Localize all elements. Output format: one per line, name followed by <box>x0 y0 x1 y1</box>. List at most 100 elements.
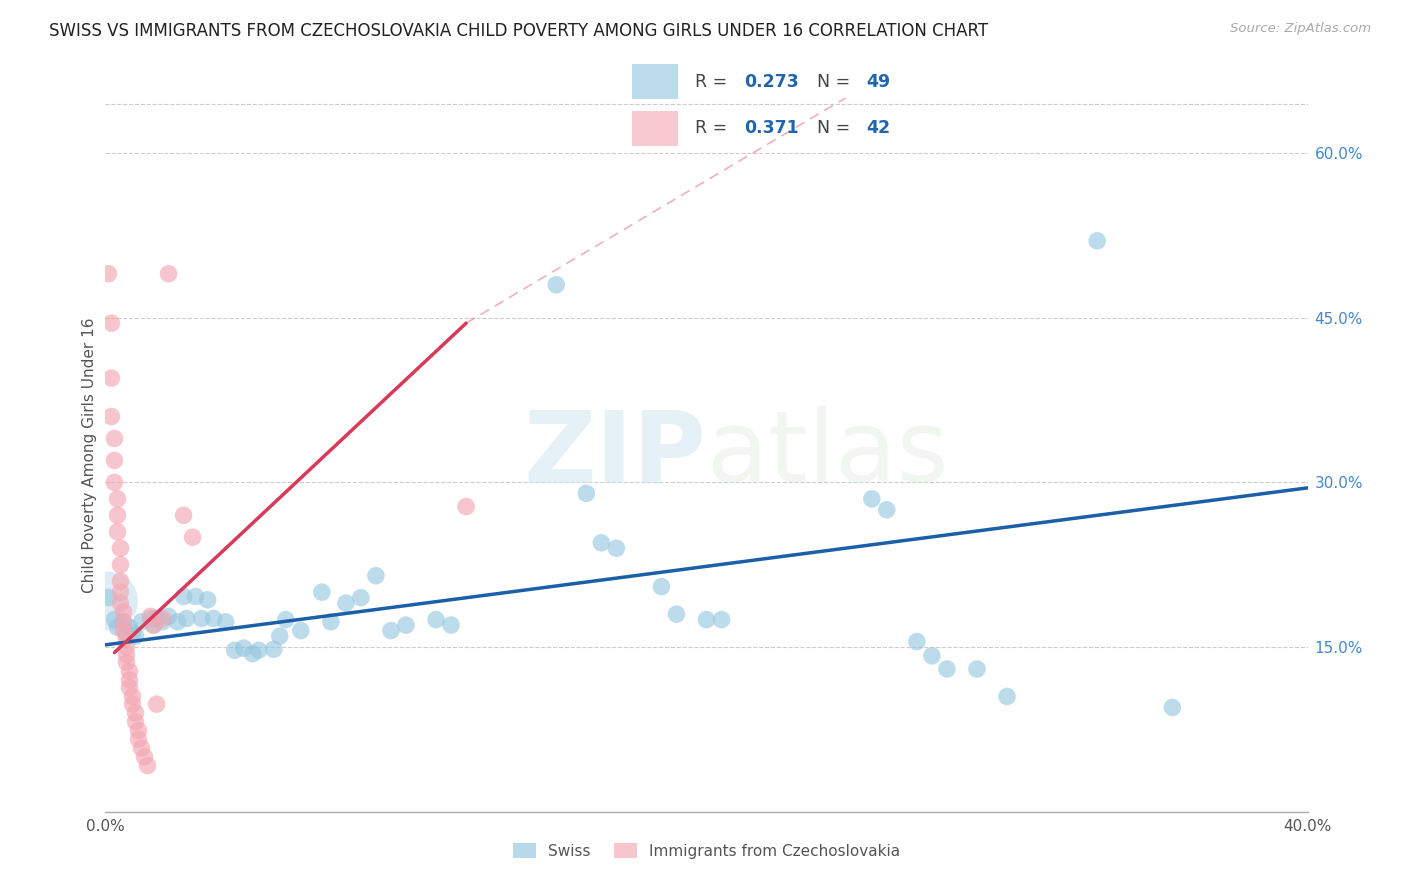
Text: 0.273: 0.273 <box>744 73 799 91</box>
Text: SWISS VS IMMIGRANTS FROM CZECHOSLOVAKIA CHILD POVERTY AMONG GIRLS UNDER 16 CORRE: SWISS VS IMMIGRANTS FROM CZECHOSLOVAKIA … <box>49 22 988 40</box>
Point <box>311 585 333 599</box>
Point <box>112 605 135 619</box>
Point <box>696 613 718 627</box>
Point <box>128 723 150 738</box>
Y-axis label: Child Poverty Among Girls Under 16: Child Poverty Among Girls Under 16 <box>82 318 97 592</box>
Point <box>380 624 402 638</box>
Point <box>97 591 120 605</box>
Point <box>112 615 135 629</box>
Point <box>115 627 138 641</box>
Point <box>100 409 122 424</box>
FancyBboxPatch shape <box>631 111 678 145</box>
Point <box>107 524 129 539</box>
Text: 42: 42 <box>866 119 890 136</box>
Point <box>966 662 988 676</box>
Point <box>319 615 342 629</box>
Point <box>665 607 688 621</box>
Point <box>454 500 477 514</box>
Point <box>290 624 312 638</box>
Point <box>173 508 195 523</box>
Text: N =: N = <box>817 119 856 136</box>
Point <box>110 585 132 599</box>
Point <box>118 620 141 634</box>
Point <box>118 681 141 695</box>
Point <box>232 641 254 656</box>
Point <box>184 590 207 604</box>
Point <box>860 491 883 506</box>
Point <box>214 615 236 629</box>
Point <box>134 749 156 764</box>
Point <box>124 706 146 720</box>
Point <box>100 316 122 330</box>
Point <box>247 643 270 657</box>
Point <box>115 648 138 662</box>
Point <box>157 609 180 624</box>
Point <box>118 664 141 678</box>
Point <box>269 629 291 643</box>
Point <box>364 568 387 582</box>
Text: R =: R = <box>695 119 733 136</box>
Point <box>335 596 357 610</box>
Point <box>115 640 138 654</box>
Point <box>425 613 447 627</box>
Point <box>546 277 568 292</box>
Point <box>121 690 143 704</box>
Point <box>274 613 297 627</box>
Point <box>131 741 153 756</box>
Point <box>905 634 928 648</box>
Point <box>176 611 198 625</box>
Point <box>224 643 246 657</box>
Point <box>152 611 174 625</box>
Text: 49: 49 <box>866 73 890 91</box>
Point <box>263 642 285 657</box>
Point <box>128 732 150 747</box>
Point <box>97 267 120 281</box>
Point <box>145 697 167 711</box>
Point <box>395 618 418 632</box>
Point <box>115 632 138 646</box>
Point <box>145 611 167 625</box>
Point <box>591 535 613 549</box>
Text: Source: ZipAtlas.com: Source: ZipAtlas.com <box>1230 22 1371 36</box>
Point <box>197 592 219 607</box>
Point <box>110 596 132 610</box>
Point <box>103 453 125 467</box>
Text: 0.371: 0.371 <box>744 119 799 136</box>
Point <box>97 594 120 608</box>
Point <box>440 618 463 632</box>
Point <box>921 648 943 663</box>
Point <box>157 267 180 281</box>
Point <box>124 629 146 643</box>
Point <box>575 486 598 500</box>
Point <box>110 541 132 556</box>
Point <box>103 432 125 446</box>
Point <box>112 624 135 638</box>
Point <box>710 613 733 627</box>
Point <box>107 491 129 506</box>
Point <box>1085 234 1108 248</box>
Point <box>112 615 135 629</box>
Point <box>242 647 264 661</box>
Point <box>350 591 373 605</box>
FancyBboxPatch shape <box>631 64 678 99</box>
Point <box>107 620 129 634</box>
Point <box>173 590 195 604</box>
Point <box>121 625 143 640</box>
Point <box>1161 700 1184 714</box>
Point <box>142 618 165 632</box>
Point <box>118 673 141 687</box>
Text: atlas: atlas <box>707 407 948 503</box>
Point <box>202 611 225 625</box>
Point <box>124 714 146 729</box>
Point <box>103 475 125 490</box>
Point <box>152 615 174 629</box>
Text: N =: N = <box>817 73 856 91</box>
Point <box>650 580 672 594</box>
Point <box>166 615 188 629</box>
Point <box>100 371 122 385</box>
Point <box>131 615 153 629</box>
Text: ZIP: ZIP <box>523 407 707 503</box>
Point <box>876 503 898 517</box>
Point <box>110 558 132 572</box>
Point <box>995 690 1018 704</box>
